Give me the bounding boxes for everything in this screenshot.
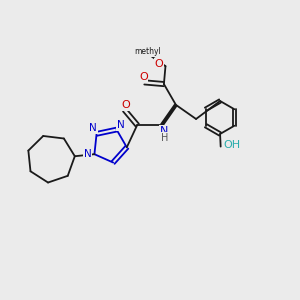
Text: N: N	[84, 149, 92, 159]
Text: O: O	[154, 59, 163, 69]
Text: N: N	[117, 120, 125, 130]
Text: N: N	[89, 124, 97, 134]
Text: methyl: methyl	[134, 47, 161, 56]
Text: O: O	[121, 100, 130, 110]
Text: OH: OH	[224, 140, 241, 150]
Text: N: N	[160, 126, 168, 136]
Text: H: H	[160, 133, 168, 142]
Text: O: O	[139, 72, 148, 82]
